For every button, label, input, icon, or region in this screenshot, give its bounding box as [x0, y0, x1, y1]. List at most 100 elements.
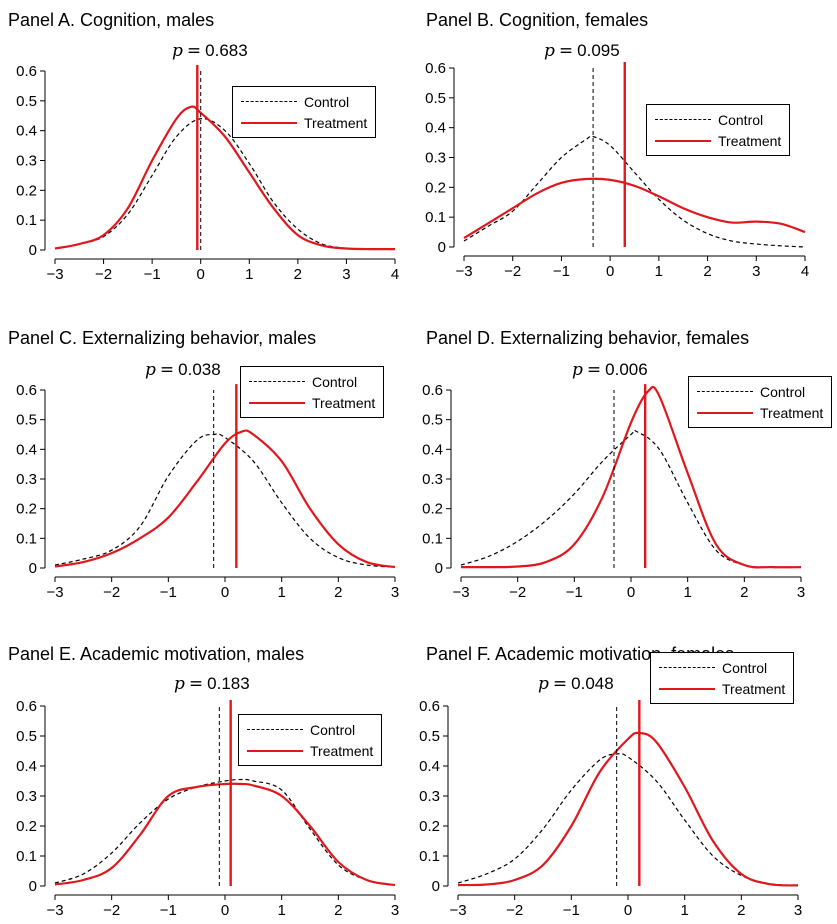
control-swatch [655, 119, 711, 120]
x-tick-label: −1 [144, 266, 161, 283]
panel-title: Panel A. Cognition, males [8, 10, 215, 30]
legend: Control Treatment [232, 86, 377, 138]
x-tick-label: −3 [46, 266, 63, 283]
treatment-density-line [463, 177, 806, 239]
control-density-line [457, 752, 799, 886]
x-tick-label: 3 [391, 902, 399, 919]
x-tick-label: −3 [46, 584, 63, 601]
x-tick-label: 0 [624, 902, 632, 919]
p-value-label: p = 0.095 [544, 41, 620, 61]
y-tick-label: 0.3 [16, 788, 37, 805]
legend-item-control: Control [241, 91, 367, 112]
y-tick-label: 0.4 [16, 441, 37, 458]
control-swatch [249, 381, 305, 382]
panel-e: Panel E. Academic motivation, males p = 0.… [0, 616, 418, 924]
treatment-density-line [54, 105, 396, 251]
y-tick-label: 0 [29, 878, 37, 895]
treatment-density-line [54, 782, 396, 887]
x-tick-label: −2 [103, 584, 120, 601]
y-tick-label: 0.1 [16, 212, 37, 229]
legend-label-control: Control [718, 111, 764, 128]
p-value-label: p = 0.048 [538, 674, 614, 694]
x-tick-label: 2 [334, 584, 342, 601]
y-tick-label: 0.1 [419, 848, 440, 865]
y-tick-label: 0 [438, 239, 446, 256]
x-tick-label: 3 [797, 584, 805, 601]
panel-b: Panel B. Cognition, females p = 0.095 0 0.1… [418, 0, 836, 308]
p-value-label: p = 0.683 [172, 41, 248, 61]
panel-title: Panel D. Externalizing behavior, females [426, 328, 750, 348]
x-tick-label: 4 [801, 263, 809, 280]
y-tick-label: 0.2 [419, 818, 440, 835]
x-tick-label: −2 [509, 584, 526, 601]
y-tick-label: 0.2 [16, 501, 37, 518]
x-tick-label: 4 [391, 266, 399, 283]
x-tick-label: 0 [221, 584, 229, 601]
x-tick-label: −3 [455, 263, 472, 280]
p-symbol: p [572, 360, 583, 380]
p-value: 0.095 [577, 41, 620, 60]
y-tick-label: 0.5 [16, 412, 37, 429]
legend-item-treatment: Treatment [659, 678, 785, 699]
treatment-swatch [249, 401, 305, 404]
x-tick-label: 0 [221, 902, 229, 919]
p-symbol: p [544, 41, 555, 61]
x-tick-label: −3 [46, 902, 63, 919]
legend-item-control: Control [659, 657, 785, 678]
p-value-label: p = 0.038 [145, 360, 221, 380]
control-density-line [463, 135, 806, 248]
density-plot: 0 0.1 0.2 0.3 0.4 0.5 0.6 −3 −2 −1 0 1 2 3 [16, 382, 399, 601]
legend-label-control: Control [310, 721, 356, 738]
y-tick-label: 0.1 [16, 530, 37, 547]
p-value: 0.006 [605, 360, 648, 379]
y-tick-label: 0.6 [16, 63, 37, 80]
control-swatch [241, 101, 297, 102]
y-tick-label: 0.1 [16, 848, 37, 865]
x-tick-label: −1 [566, 584, 583, 601]
y-tick-label: 0.6 [425, 60, 446, 77]
density-plot: 0 0.1 0.2 0.3 0.4 0.5 0.6 −3 −2 −1 0 1 2 3 4 [425, 60, 809, 280]
y-tick-label: 0.3 [425, 150, 446, 167]
legend-item-treatment: Treatment [247, 740, 373, 761]
legend-label-control: Control [304, 93, 350, 110]
legend-label-treatment: Treatment [760, 404, 824, 421]
p-symbol: p [174, 674, 185, 694]
y-tick-label: 0.4 [16, 123, 37, 140]
x-tick-label: 1 [683, 584, 691, 601]
legend: Control Treatment [240, 366, 385, 418]
y-tick-label: 0.6 [16, 698, 37, 715]
x-tick-label: 1 [655, 263, 663, 280]
treatment-density-line [460, 385, 802, 569]
treatment-swatch [697, 411, 753, 414]
y-tick-label: 0.4 [422, 441, 443, 458]
legend-label-control: Control [312, 373, 358, 390]
legend: Control Treatment [650, 652, 795, 704]
legend-label-treatment: Treatment [722, 680, 786, 697]
y-tick-label: 0.5 [16, 93, 37, 110]
p-value-label: p = 0.183 [174, 674, 250, 694]
x-tick-label: 0 [197, 266, 205, 283]
panel-f: Panel F. Academic motivation, females p =… [418, 616, 836, 924]
y-tick-label: 0.6 [16, 382, 37, 399]
x-tick-label: 1 [245, 266, 253, 283]
legend-item-control: Control [247, 719, 373, 740]
x-tick-label: 1 [680, 902, 688, 919]
control-density-line [54, 433, 396, 568]
treatment-swatch [247, 749, 303, 752]
x-tick-label: 3 [752, 263, 760, 280]
x-tick-label: 2 [334, 902, 342, 919]
x-tick-label: −1 [160, 902, 177, 919]
legend: Control Treatment [238, 714, 383, 766]
panel-title: Panel C. Externalizing behavior, males [8, 328, 317, 348]
x-tick-label: 2 [703, 263, 711, 280]
y-tick-label: 0.4 [425, 120, 446, 137]
panel-title: Panel B. Cognition, females [426, 10, 649, 30]
legend-item-control: Control [655, 109, 781, 130]
legend-label-control: Control [722, 659, 768, 676]
y-tick-label: 0 [29, 560, 37, 577]
panel-a: Panel A. Cognition, males p = 0.683 0 0.1 0.… [0, 0, 418, 308]
control-swatch [697, 391, 753, 392]
control-density-line [54, 778, 396, 886]
legend-item-control: Control [249, 371, 375, 392]
x-tick-label: 1 [277, 902, 285, 919]
